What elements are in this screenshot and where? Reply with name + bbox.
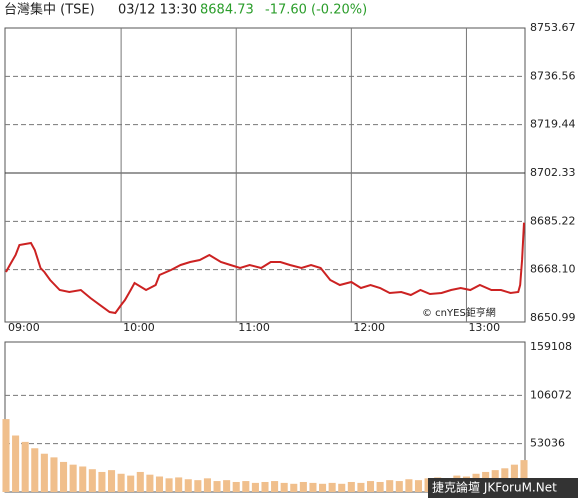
quote-time: 03/12 13:30 [118, 3, 197, 18]
volume-bar [405, 479, 413, 492]
volume-bar [261, 481, 269, 492]
volume-bar [290, 483, 298, 492]
volume-bar [12, 435, 20, 492]
volume-bar [69, 464, 77, 492]
volume-bar [2, 419, 10, 492]
volume-bar [98, 471, 106, 492]
volume-bar [299, 481, 307, 492]
volume-bar [136, 471, 144, 492]
x-tick-label: 09:00 [8, 321, 40, 334]
y-tick-label: 8753.67 [530, 21, 576, 34]
index-name: 台灣集中 (TSE) [4, 2, 95, 18]
volume-bar [223, 480, 231, 492]
y-tick-label: 53036 [530, 437, 565, 450]
volume-bar [328, 482, 336, 492]
volume-bar [88, 469, 96, 492]
volume-bar [414, 480, 423, 492]
volume-bar [338, 483, 346, 492]
x-tick-label: 10:00 [123, 321, 155, 334]
volume-bar [520, 460, 528, 492]
volume-bar [79, 466, 87, 492]
volume-bar [309, 482, 317, 492]
volume-bar [21, 441, 29, 492]
volume-bar [395, 481, 403, 492]
volume-bar [242, 481, 250, 492]
volume-bar [175, 477, 183, 492]
volume-bar [155, 476, 164, 492]
x-tick-label: 11:00 [238, 321, 270, 334]
volume-bar [376, 481, 384, 492]
y-tick-label: 106072 [530, 388, 572, 401]
source-watermark: © cnYES鉅亨網 [422, 306, 496, 319]
volume-bar [213, 481, 221, 492]
forum-badge [428, 478, 578, 498]
quote-price: 8684.73 [200, 3, 254, 18]
volume-bar [31, 448, 39, 492]
quote-change: -17.60 (-0.20%) [265, 3, 367, 18]
y-tick-label: 8650.99 [530, 311, 576, 324]
volume-bar [271, 481, 279, 492]
price-panel [4, 27, 526, 323]
volume-bar [251, 482, 259, 492]
volume-bar [280, 482, 288, 492]
y-tick-label: 8719.44 [530, 118, 576, 131]
volume-bar [184, 479, 192, 492]
y-tick-label: 8668.10 [530, 263, 576, 276]
volume-bar [117, 473, 125, 492]
volume-bar [347, 481, 355, 492]
y-tick-label: 8685.22 [530, 214, 576, 227]
price-line [5, 222, 525, 315]
volume-bar [232, 481, 240, 492]
y-tick-label: 159108 [530, 340, 572, 353]
volume-bar [127, 475, 135, 492]
volume-bar [165, 478, 173, 492]
volume-bar [107, 470, 116, 492]
volume-bar [40, 453, 48, 492]
forum-watermark: 捷克論壇 JKForuM.Net [432, 480, 557, 495]
volume-bar [366, 481, 375, 492]
x-tick-label: 12:00 [353, 321, 385, 334]
volume-bar [203, 478, 211, 492]
x-tick-label: 13:00 [468, 321, 500, 334]
volume-bar [146, 474, 154, 492]
volume-bar [50, 457, 58, 492]
volume-bar [60, 461, 68, 492]
volume-bar [386, 480, 394, 492]
y-tick-label: 8736.56 [530, 69, 576, 82]
volume-bar [357, 482, 365, 492]
y-tick-label: 8702.33 [530, 166, 576, 179]
volume-bar [194, 480, 202, 492]
volume-bar [319, 483, 327, 492]
